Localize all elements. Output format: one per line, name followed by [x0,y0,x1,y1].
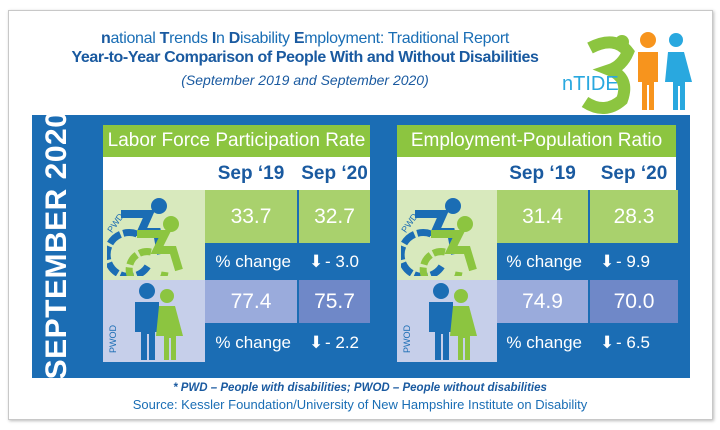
report-period: (September 2019 and September 2020) [181,72,429,88]
infographic-frame [8,10,713,420]
pwod-change-label: % change [215,333,291,352]
pwd-sep19-value: 33.7 [205,190,297,243]
panel-title: Labor Force Participation Rate [103,125,370,157]
pwod-change-row: % change ⬇ - 2.2 [205,323,370,362]
down-arrow-icon: ⬇ [600,252,615,271]
pwod-label: PWOD [402,325,412,353]
pwd-sep20-value: 32.7 [299,190,370,243]
logo-text: nTIDE [562,73,619,95]
pwd-sep20-value: 28.3 [590,190,678,243]
pwd-change-row: % change ⬇ - 9.9 [497,243,678,280]
pwd-icon-cell: PWD [103,190,205,292]
pwod-sep19-value: 77.4 [205,280,297,323]
pwod-icon-cell: PWOD [103,280,205,362]
pwod-change-label: % change [506,333,582,352]
pwd-change-label: % change [215,252,291,271]
pwod-change-value: - 2.2 [325,333,360,352]
down-arrow-icon: ⬇ [600,333,615,352]
pwod-sep20-value: 75.7 [299,280,370,323]
pwod-sep20-value: 70.0 [590,280,678,323]
side-label: SEPTEMBER 2020 [40,110,73,380]
pwd-change-row: % change ⬇ - 3.0 [205,243,370,280]
pwd-change-value: - 3.0 [325,252,360,271]
pwod-icon-cell: PWOD [397,280,497,362]
report-title: national Trends In Disability Employment… [100,30,510,47]
wheelchair-icon [103,198,183,292]
pwd-change-label: % change [506,252,582,271]
people-icon [135,283,183,360]
column-header-sep19: Sep ‘19 [217,163,285,184]
pwd-change-value: - 9.9 [616,252,651,271]
footnote: * PWD – People with disabilities; PWOD –… [173,382,547,394]
pwod-label: PWOD [108,325,118,353]
column-headers: Sep ‘19 Sep ‘20 [103,157,370,190]
source: Source: Kessler Foundation/University of… [132,397,588,412]
pwod-change-value: - 6.5 [616,333,651,352]
report-subtitle: Year-to-Year Comparison of People With a… [71,49,539,66]
pwd-sep19-value: 31.4 [497,190,588,243]
column-header-sep20: Sep ‘20 [600,163,668,184]
pwod-sep19-value: 74.9 [497,280,588,323]
column-headers: Sep ‘19 Sep ‘20 [397,157,676,190]
down-arrow-icon: ⬇ [309,333,324,352]
panel-labor-force-participation: Labor Force Participation Rate Sep ‘19 S… [103,125,370,362]
column-header-sep20: Sep ‘20 [301,163,368,184]
column-header-sep19: Sep ‘19 [509,163,576,184]
panel-employment-population-ratio: Employment-Population Ratio Sep ‘19 Sep … [397,125,678,362]
pwd-icon-cell: PWD [397,190,497,292]
pwod-change-row: % change ⬇ - 6.5 [497,323,678,362]
panel-title: Employment-Population Ratio [397,125,676,157]
wheelchair-icon [397,198,477,292]
ntide-logo: nTIDE [562,32,692,114]
people-icon [429,283,477,360]
down-arrow-icon: ⬇ [309,252,324,271]
